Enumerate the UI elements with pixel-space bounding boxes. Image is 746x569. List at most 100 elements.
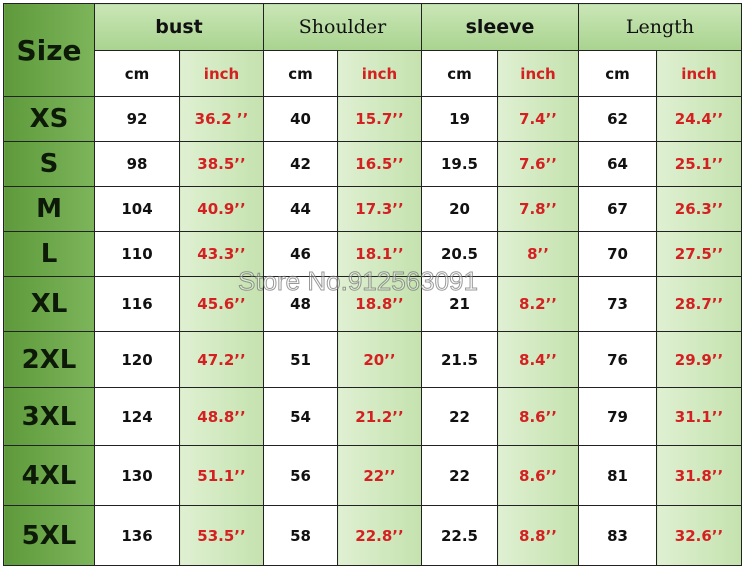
size-label: XL	[3, 276, 95, 332]
cm-value: 116	[94, 276, 180, 332]
inch-value: 8.4’’	[497, 331, 579, 388]
cm-value: 54	[263, 387, 338, 446]
cm-value: 58	[263, 505, 338, 566]
unit-cm: cm	[263, 50, 338, 97]
inch-value: 29.9’’	[656, 331, 742, 388]
size-chart-table: Size bust Shoulder sleeve Length cm inch cm inch…	[3, 3, 742, 566]
size-label: XS	[3, 96, 95, 142]
inch-value: 31.8’’	[656, 445, 742, 506]
inch-value: 8’’	[497, 231, 579, 277]
inch-value: 15.7’’	[337, 96, 422, 142]
cm-value: 21	[421, 276, 498, 332]
inch-value: 18.1’’	[337, 231, 422, 277]
size-header: Size	[3, 3, 95, 97]
cm-value: 104	[94, 186, 180, 232]
cm-value: 79	[578, 387, 657, 446]
inch-value: 18.8’’	[337, 276, 422, 332]
inch-value: 51.1’’	[179, 445, 264, 506]
inch-value: 21.2’’	[337, 387, 422, 446]
inch-value: 48.8’’	[179, 387, 264, 446]
group-header-sleeve: sleeve	[421, 3, 579, 51]
cm-value: 130	[94, 445, 180, 506]
cm-value: 83	[578, 505, 657, 566]
cm-value: 67	[578, 186, 657, 232]
size-label: 4XL	[3, 445, 95, 506]
unit-inch: inch	[656, 50, 742, 97]
table-row: XS 92 36.2 ’’ 40 15.7’’ 19 7.4’’ 62 24.4’’	[3, 96, 742, 142]
table-row: 4XL 130 51.1’’ 56 22’’ 22 8.6’’ 81 31.8’’	[3, 445, 742, 506]
cm-value: 51	[263, 331, 338, 388]
inch-value: 8.8’’	[497, 505, 579, 566]
inch-value: 7.6’’	[497, 141, 579, 187]
inch-value: 43.3’’	[179, 231, 264, 277]
cm-value: 64	[578, 141, 657, 187]
inch-value: 38.5’’	[179, 141, 264, 187]
cm-value: 46	[263, 231, 338, 277]
table-row: S 98 38.5’’ 42 16.5’’ 19.5 7.6’’ 64 25.1’’	[3, 141, 742, 187]
cm-value: 22.5	[421, 505, 498, 566]
cm-value: 70	[578, 231, 657, 277]
cm-value: 98	[94, 141, 180, 187]
inch-value: 17.3’’	[337, 186, 422, 232]
header-row: Size bust Shoulder sleeve Length	[3, 3, 742, 97]
inch-value: 20’’	[337, 331, 422, 388]
inch-value: 28.7’’	[656, 276, 742, 332]
inch-value: 36.2 ’’	[179, 96, 264, 142]
cm-value: 48	[263, 276, 338, 332]
size-label: 2XL	[3, 331, 95, 388]
inch-value: 27.5’’	[656, 231, 742, 277]
cm-value: 110	[94, 231, 180, 277]
cm-value: 124	[94, 387, 180, 446]
inch-value: 8.6’’	[497, 387, 579, 446]
unit-cm: cm	[421, 50, 498, 97]
unit-row: cm inch cm inch cm inch cm inch	[4, 50, 742, 97]
inch-value: 7.8’’	[497, 186, 579, 232]
unit-inch: inch	[179, 50, 264, 97]
inch-value: 7.4’’	[497, 96, 579, 142]
inch-value: 22’’	[337, 445, 422, 506]
inch-value: 8.2’’	[497, 276, 579, 332]
group-header-bust: bust	[94, 3, 264, 51]
inch-value: 24.4’’	[656, 96, 742, 142]
unit-cm: cm	[94, 50, 180, 97]
table-row: 3XL 124 48.8’’ 54 21.2’’ 22 8.6’’ 79 31.1’’	[3, 387, 742, 446]
inch-value: 53.5’’	[179, 505, 264, 566]
inch-value: 31.1’’	[656, 387, 742, 446]
inch-value: 40.9’’	[179, 186, 264, 232]
inch-value: 22.8’’	[337, 505, 422, 566]
table-row: 2XL 120 47.2’’ 51 20’’ 21.5 8.4’’ 76 29.9’’	[3, 331, 742, 388]
size-label: 3XL	[3, 387, 95, 446]
unit-inch: inch	[337, 50, 422, 97]
cm-value: 22	[421, 445, 498, 506]
inch-value: 32.6’’	[656, 505, 742, 566]
table-row: XL 116 45.6’’ 48 18.8’’ 21 8.2’’ 73 28.7’’	[3, 276, 742, 332]
unit-inch: inch	[497, 50, 579, 97]
cm-value: 22	[421, 387, 498, 446]
cm-value: 76	[578, 331, 657, 388]
size-label: 5XL	[3, 505, 95, 566]
unit-cm: cm	[578, 50, 657, 97]
cm-value: 120	[94, 331, 180, 388]
table-row: 5XL 136 53.5’’ 58 22.8’’ 22.5 8.8’’ 83 32.6’’	[3, 505, 742, 566]
cm-value: 92	[94, 96, 180, 142]
size-label: M	[3, 186, 95, 232]
inch-value: 47.2’’	[179, 331, 264, 388]
size-label: L	[3, 231, 95, 277]
group-header-shoulder: Shoulder	[263, 3, 422, 51]
cm-value: 20.5	[421, 231, 498, 277]
cm-value: 81	[578, 445, 657, 506]
inch-value: 26.3’’	[656, 186, 742, 232]
cm-value: 20	[421, 186, 498, 232]
cm-value: 21.5	[421, 331, 498, 388]
group-header-length: Length	[578, 3, 742, 51]
cm-value: 56	[263, 445, 338, 506]
table-row: M 104 40.9’’ 44 17.3’’ 20 7.8’’ 67 26.3’’	[3, 186, 742, 232]
inch-value: 8.6’’	[497, 445, 579, 506]
cm-value: 62	[578, 96, 657, 142]
cm-value: 40	[263, 96, 338, 142]
inch-value: 16.5’’	[337, 141, 422, 187]
cm-value: 19	[421, 96, 498, 142]
size-label: S	[3, 141, 95, 187]
cm-value: 136	[94, 505, 180, 566]
inch-value: 25.1’’	[656, 141, 742, 187]
